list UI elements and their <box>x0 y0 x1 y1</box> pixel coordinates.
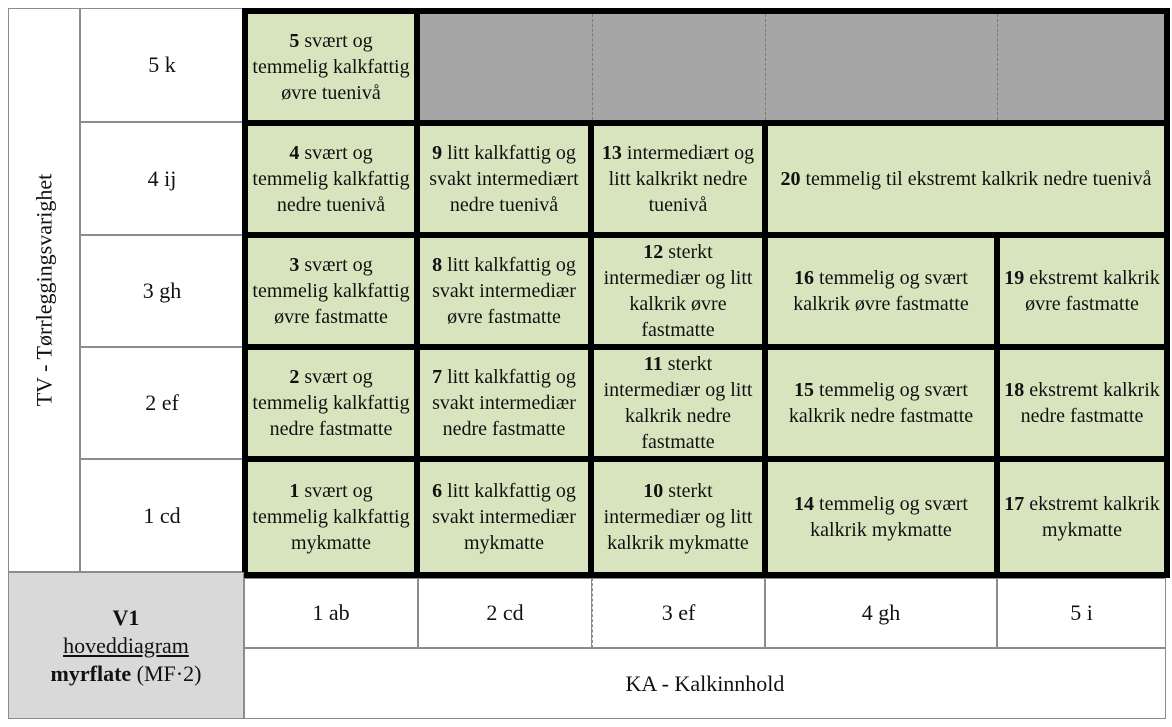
unit-7: 7 litt kalkfattig og svakt intermediær ne… <box>420 350 588 456</box>
row-label-4ij: 4 ij <box>80 122 244 235</box>
y-axis-title-text: TV - Tørrleggingsvarighet <box>31 173 56 407</box>
row-label-2ef: 2 ef <box>80 347 244 459</box>
row-label-5k: 5 k <box>80 8 244 122</box>
dashed-divider <box>765 14 766 120</box>
unit-3: 3 svært og temmelig kalkfattig øvre fastm… <box>248 238 414 344</box>
dashed-divider <box>592 14 593 120</box>
empty-region <box>420 14 1164 120</box>
unit-13: 13 intermediært og litt kalkrikt nedre tu… <box>594 126 762 232</box>
unit-5: 5 svært og temmelig kalkfattig øvre tueni… <box>248 14 414 120</box>
unit-9: 9 litt kalkfattig og svakt intermediært n… <box>420 126 588 232</box>
unit-8: 8 litt kalkfattig og svakt intermediær øv… <box>420 238 588 344</box>
diagram-label: V1 hoveddiagram myrflate (MF·2) <box>8 572 244 719</box>
col-label-1ab: 1 ab <box>244 578 418 648</box>
row-label-3gh: 3 gh <box>80 235 244 347</box>
unit-14: 14 temmelig og svært kalkrik mykmatte <box>768 462 994 572</box>
unit-11: 11 sterkt intermediær og litt kalkrik ned… <box>594 350 762 456</box>
unit-18: 18 ekstremt kalkrik nedre fastmatte <box>1000 350 1164 456</box>
unit-19: 19 ekstremt kalkrik øvre fastmatte <box>1000 238 1164 344</box>
unit-12: 12 sterkt intermediær og litt kalkrik øvr… <box>594 238 762 344</box>
unit-20: 20 temmelig til ekstremt kalkrik nedre tu… <box>768 126 1164 232</box>
col-label-4gh: 4 gh <box>765 578 997 648</box>
col-label-2cd: 2 cd <box>418 578 592 648</box>
unit-6: 6 litt kalkfattig og svakt intermediær my… <box>420 462 588 572</box>
unit-16: 16 temmelig og svært kalkrik øvre fastmat… <box>768 238 994 344</box>
diagram-type: hoveddiagram <box>63 632 189 658</box>
y-axis-title: TV - Tørrleggingsvarighet <box>8 8 80 572</box>
unit-4: 4 svært og temmelig kalkfattig nedre tuen… <box>248 126 414 232</box>
row-label-1cd: 1 cd <box>80 459 244 572</box>
diagram-code: V1 <box>112 604 140 630</box>
col-label-5i: 5 i <box>997 578 1166 648</box>
unit-17: 17 ekstremt kalkrik mykmatte <box>1000 462 1164 572</box>
unit-2: 2 svært og temmelig kalkfattig nedre fast… <box>248 350 414 456</box>
dashed-divider <box>997 14 998 120</box>
unit-10: 10 sterkt intermediær og litt kalkrik myk… <box>594 462 762 572</box>
unit-15: 15 temmelig og svært kalkrik nedre fastma… <box>768 350 994 456</box>
unit-1: 1 svært og temmelig kalkfattig mykmatte <box>248 462 414 572</box>
col-label-3ef: 3 ef <box>592 578 765 648</box>
diagram-subject: myrflate (MF·2) <box>50 660 202 686</box>
x-axis-title: KA - Kalkinnhold <box>244 648 1166 719</box>
